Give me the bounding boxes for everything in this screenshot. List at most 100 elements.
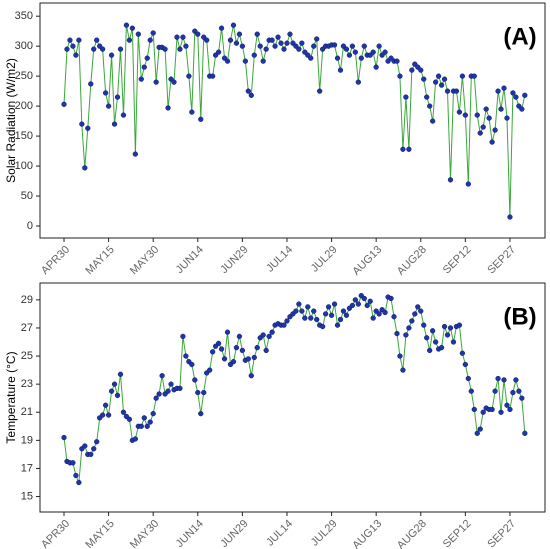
data-point: [427, 103, 433, 109]
data-point: [415, 304, 421, 310]
data-point: [120, 112, 127, 118]
y-tick-label: 300: [15, 40, 33, 52]
data-point: [251, 354, 257, 361]
data-point: [388, 295, 394, 302]
data-point: [432, 339, 439, 345]
x-tick-label: AUG13: [350, 518, 384, 549]
data-point: [397, 73, 403, 79]
data-point: [224, 58, 231, 64]
data-point: [204, 37, 210, 43]
data-point: [230, 359, 237, 365]
data-point: [346, 52, 353, 58]
data-point: [424, 94, 430, 100]
data-point: [343, 312, 350, 318]
data-line: [63, 294, 526, 483]
y-tick-label: 25: [21, 350, 33, 362]
data-point: [453, 88, 460, 94]
data-point: [135, 31, 141, 37]
data-point: [462, 361, 469, 368]
data-point: [471, 406, 477, 413]
x-tick-label: SEP12: [441, 518, 474, 549]
data-point: [480, 124, 486, 130]
data-point: [510, 389, 516, 396]
data-point: [441, 323, 448, 330]
data-point: [519, 106, 525, 112]
data-point: [299, 40, 305, 46]
y-tick-label: 21: [21, 406, 33, 418]
y-axis-label: Solar Radiation (W/m2): [4, 58, 18, 183]
data-point: [314, 316, 320, 323]
data-point: [507, 214, 513, 220]
data-point: [284, 318, 290, 324]
data-point: [334, 322, 341, 328]
data-point: [444, 88, 451, 94]
data-point: [198, 116, 204, 122]
data-point: [174, 34, 180, 40]
data-point: [114, 94, 121, 100]
x-tick-label: MAY30: [128, 518, 161, 549]
data-point: [302, 315, 308, 321]
data-point: [239, 347, 246, 354]
data-point: [299, 308, 305, 314]
data-point: [507, 406, 513, 413]
data-point: [177, 385, 183, 392]
data-point: [406, 325, 412, 331]
data-point: [257, 43, 263, 49]
data-point: [254, 31, 260, 37]
data-point: [153, 395, 159, 401]
x-tick-label: JUL14: [264, 244, 295, 275]
data-point: [132, 436, 139, 442]
data-point: [471, 73, 477, 79]
data-point: [61, 101, 67, 107]
data-point: [117, 46, 124, 52]
x-tick-label: APR30: [39, 244, 72, 277]
y-tick-label: 19: [21, 434, 33, 446]
data-point: [144, 423, 150, 429]
data-point: [242, 58, 249, 64]
data-point: [430, 328, 436, 334]
y-tick-label: 200: [15, 100, 33, 112]
data-point: [355, 301, 361, 307]
data-point: [150, 411, 156, 417]
data-point: [397, 353, 403, 359]
data-point: [432, 79, 439, 85]
data-point: [382, 49, 388, 55]
data-point: [117, 371, 124, 377]
data-point: [88, 81, 94, 87]
data-point: [462, 112, 469, 118]
data-point: [465, 375, 471, 382]
data-point: [210, 73, 216, 79]
data-point: [91, 446, 97, 452]
data-point: [370, 315, 376, 321]
data-point: [67, 37, 73, 43]
data-point: [111, 121, 118, 127]
data-point: [189, 361, 195, 368]
y-tick-label: 250: [15, 70, 33, 82]
data-point: [519, 395, 525, 401]
data-point: [201, 389, 207, 396]
data-point: [430, 118, 436, 124]
data-point: [99, 46, 106, 52]
data-point: [355, 79, 361, 85]
data-point: [492, 388, 498, 394]
y-tick-label: 100: [15, 160, 33, 172]
data-point: [492, 127, 498, 133]
data-point: [76, 37, 82, 43]
data-point: [427, 347, 433, 354]
data-point: [513, 377, 519, 383]
data-point: [331, 301, 338, 307]
data-point: [126, 37, 133, 43]
data-point: [361, 43, 367, 49]
data-point: [444, 332, 451, 338]
data-point: [320, 323, 326, 330]
data-line: [63, 25, 526, 218]
data-point: [215, 49, 222, 55]
data-point: [236, 31, 243, 37]
data-point: [278, 40, 284, 46]
data-point: [400, 367, 406, 373]
data-point: [105, 412, 112, 418]
data-point: [364, 302, 370, 309]
data-point: [198, 411, 204, 417]
y-tick-label: 17: [21, 462, 33, 474]
data-point: [138, 76, 144, 82]
